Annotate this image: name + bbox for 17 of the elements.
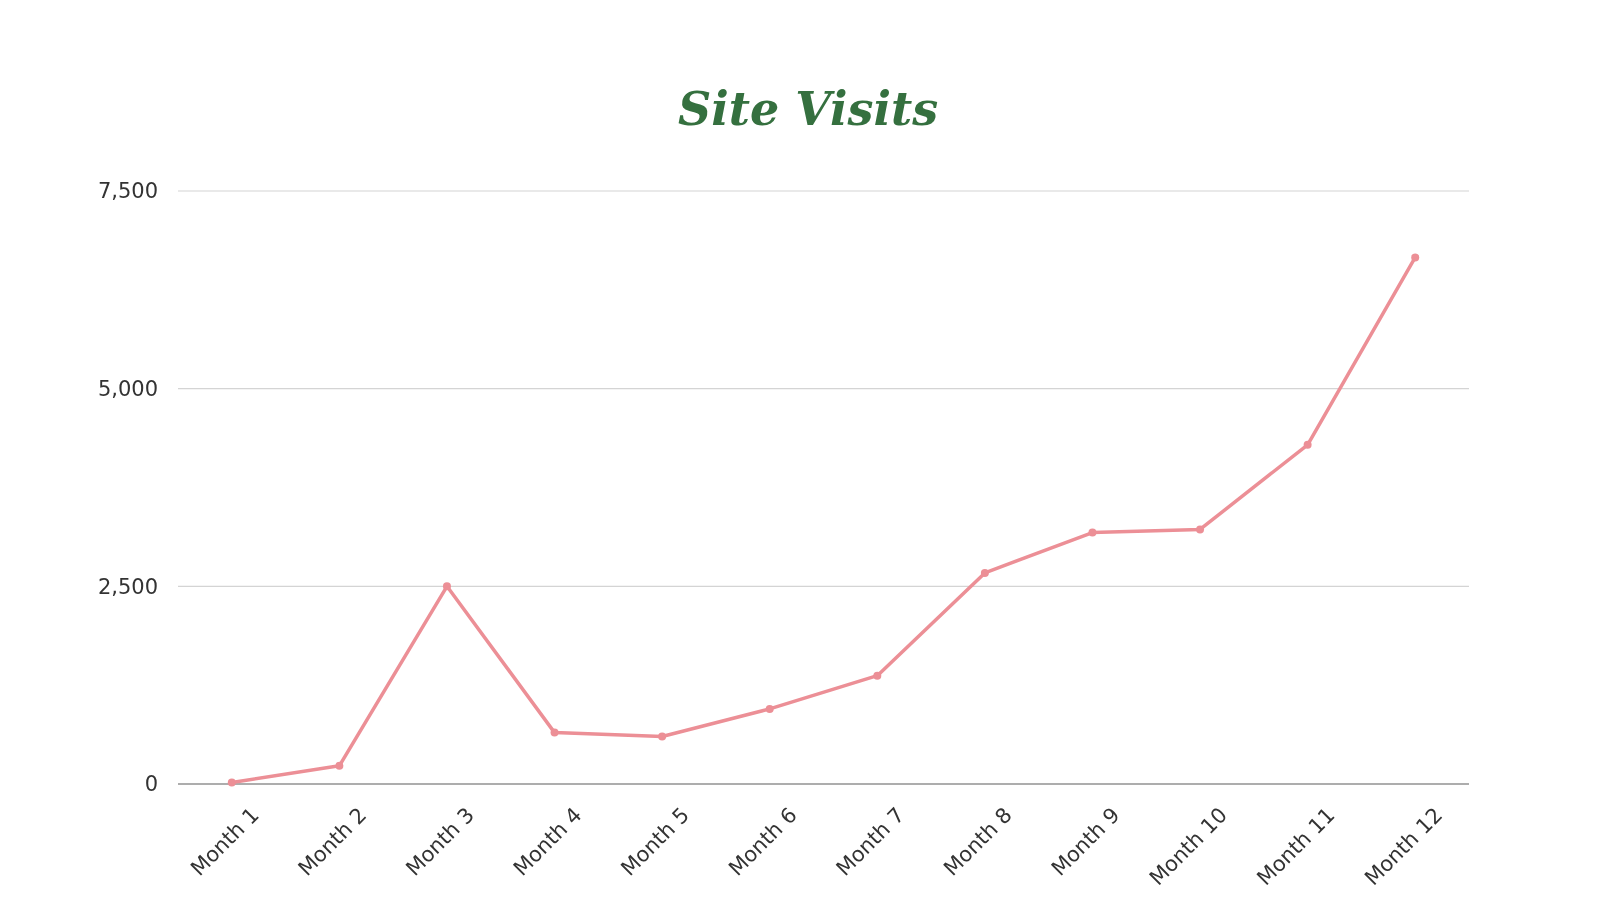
- point: [1303, 440, 1312, 449]
- y-tick-label: 2,500: [97, 574, 158, 599]
- y-tick-label: 5,000: [97, 377, 158, 402]
- point: [658, 732, 667, 741]
- point: [1411, 253, 1420, 262]
- point: [550, 728, 559, 737]
- point: [1196, 525, 1205, 534]
- point: [873, 671, 882, 680]
- point: [227, 778, 236, 787]
- point: [335, 761, 344, 770]
- y-tick-label: 0: [144, 772, 158, 797]
- chart-title: Site Visits: [677, 82, 939, 136]
- point: [980, 568, 989, 577]
- y-tick-label: 7,500: [97, 179, 158, 204]
- point: [765, 704, 774, 713]
- point: [1088, 528, 1097, 537]
- point: [442, 582, 451, 591]
